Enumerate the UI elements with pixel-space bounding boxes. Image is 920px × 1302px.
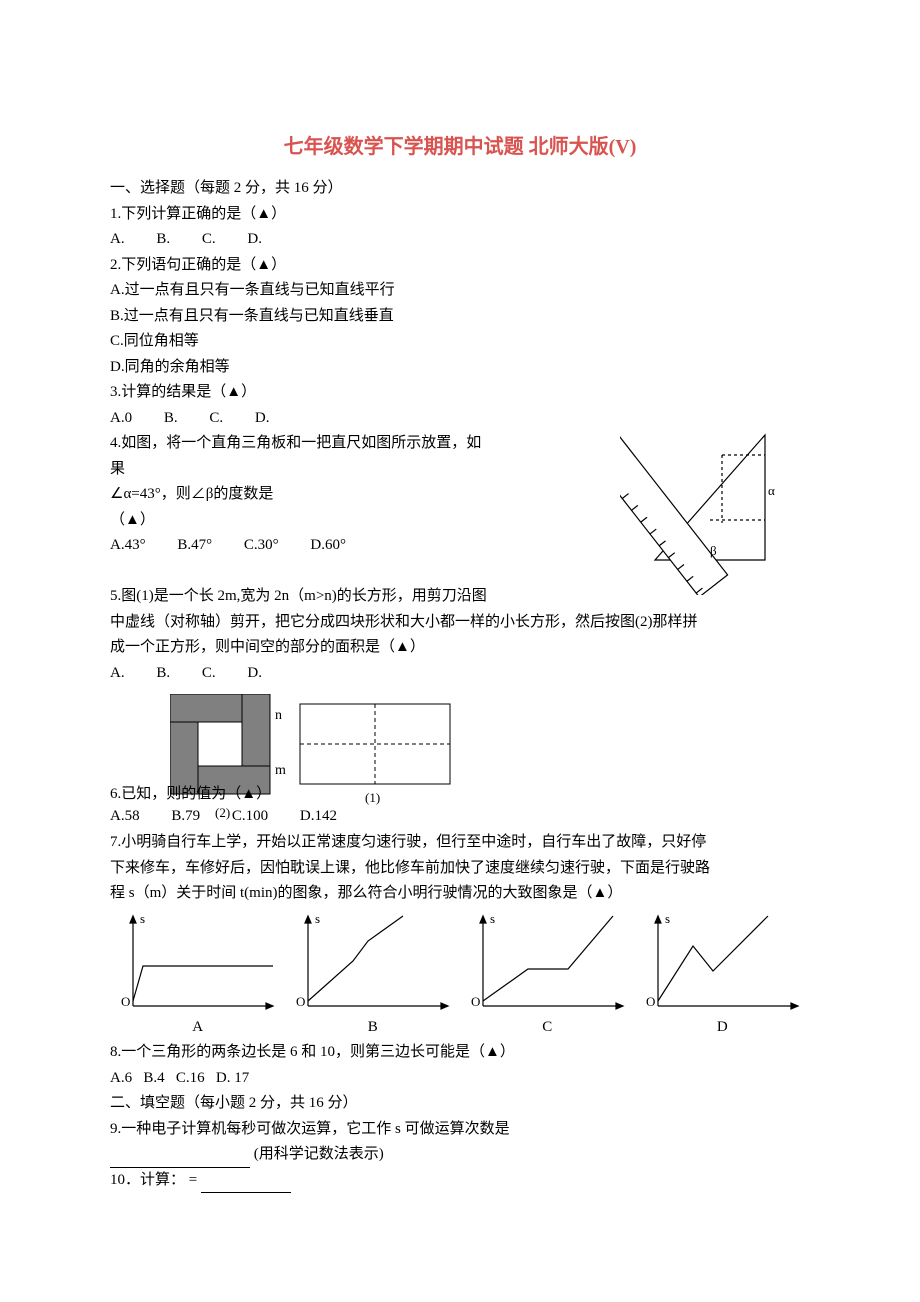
svg-text:t: t (438, 1007, 442, 1011)
svg-text:O: O (471, 994, 480, 1009)
svg-text:O: O (296, 994, 305, 1009)
q6-opt-d: D.142 (300, 808, 337, 824)
section2-header: 二、填空题（每小题 2 分，共 16 分） (110, 1091, 810, 1117)
doc-title: 七年级数学下学期期中试题 北师大版(V) (110, 130, 810, 164)
q9-suffix: (用科学记数法表示) (254, 1146, 384, 1162)
q4-line2: 果 (110, 457, 610, 483)
q1-options: A. B. C. D. (110, 227, 810, 253)
svg-text:s: s (665, 911, 670, 926)
q10-prefix: 10．计算： = (110, 1172, 197, 1188)
fig2-label: (2) (215, 802, 230, 824)
q6-opt-a: A.58 (110, 808, 140, 824)
q8-opt-c: C.16 (176, 1070, 205, 1086)
q8-stem: 8.一个三角形的两条边长是 6 和 10，则第三边长可能是（▲） (110, 1040, 810, 1066)
q1-stem: 1.下列计算正确的是（▲） (110, 202, 810, 228)
q4-opt-a: A.43° (110, 537, 146, 553)
q7-chart-c: s O t (468, 911, 628, 1011)
q3-options: A.0 B. C. D. (110, 406, 610, 432)
svg-text:s: s (140, 911, 145, 926)
q5-opt-a: A. (110, 665, 125, 681)
q5-line1: 5.图(1)是一个长 2m,宽为 2n（m>n)的长方形，用剪刀沿图 (110, 584, 610, 610)
q7-chart-a: s O t (118, 911, 278, 1011)
q4-figure: α β (610, 380, 810, 610)
q4-options: A.43° B.47° C.30° D.60° (110, 533, 610, 559)
q1-opt-c: C. (202, 231, 216, 247)
q5-opt-b: B. (156, 665, 170, 681)
q8-opt-a: A.6 (110, 1070, 132, 1086)
q5-opt-c: C. (202, 665, 216, 681)
q1-opt-d: D. (247, 231, 262, 247)
q4-opt-d: D.60° (310, 537, 346, 553)
q3-opt-b: B. (164, 410, 178, 426)
q6-opt-b: B.79 (171, 808, 200, 824)
q7-line1: 7.小明骑自行车上学，开始以正常速度匀速行驶，但行至中途时，自行车出了故障，只好… (110, 830, 810, 856)
q2-opt-c: C.同位角相等 (110, 329, 810, 355)
q1-opt-a: A. (110, 231, 125, 247)
q5-options: A. B. C. D. (110, 661, 810, 687)
svg-text:O: O (121, 994, 130, 1009)
q4-opt-b: B.47° (177, 537, 212, 553)
q5-line2: 中虚线（对称轴）剪开，把它分成四块形状和大小都一样的小长方形，然后按图(2)那样… (110, 610, 810, 636)
q6-opt-c: C.100 (232, 808, 268, 824)
q10-blank (201, 1178, 291, 1193)
svg-text:s: s (315, 911, 320, 926)
q2-opt-a: A.过一点有且只有一条直线与已知直线平行 (110, 278, 810, 304)
q8-options: A.6 B.4 C.16 D. 17 (110, 1066, 810, 1092)
q5-line3: 成一个正方形，则中间空的部分的面积是（▲） (110, 635, 810, 661)
q3-opt-c: C. (209, 410, 223, 426)
n-label: n (275, 708, 282, 723)
alpha-label: α (768, 483, 775, 498)
q4-line1: 4.如图，将一个直角三角板和一把直尺如图所示放置，如 (110, 431, 610, 457)
q10-line: 10．计算： = (110, 1168, 810, 1194)
q2-stem: 2.下列语句正确的是（▲） (110, 253, 810, 279)
fig1-label: (1) (365, 790, 380, 805)
q3-opt-a: A.0 (110, 410, 132, 426)
q6-options: A.58 B.79 (2) C.100 D.142 (110, 804, 365, 830)
section1-header: 一、选择题（每题 2 分，共 16 分） (110, 176, 810, 202)
q9-line1: 9.一种电子计算机每秒可做次运算，它工作 s 可做运算次数是 (110, 1117, 810, 1143)
q3-stem: 3.计算的结果是（▲） (110, 380, 610, 406)
q7-chart-d: s O t (643, 911, 803, 1011)
svg-text:t: t (613, 1007, 617, 1011)
q2-opt-d: D.同角的余角相等 (110, 355, 810, 381)
q2-opt-b: B.过一点有且只有一条直线与已知直线垂直 (110, 304, 810, 330)
q7-line3: 程 s（m）关于时间 t(min)的图象，那么符合小明行驶情况的大致图象是（▲） (110, 881, 810, 907)
q7-chart-b: s O t (293, 911, 453, 1011)
q4-line3: ∠α=43°，则∠β的度数是 (110, 482, 610, 508)
m-label: m (275, 763, 286, 778)
q7-label-a: A (192, 1015, 203, 1041)
q8-opt-d: D. 17 (216, 1070, 249, 1086)
q1-opt-b: B. (156, 231, 170, 247)
q7-chart-labels: A B C D (110, 1015, 810, 1041)
svg-text:t: t (263, 1007, 267, 1011)
q3-opt-d: D. (255, 410, 270, 426)
q4-opt-c: C.30° (244, 537, 279, 553)
q9-line2: (用科学记数法表示) (110, 1142, 810, 1168)
svg-text:t: t (788, 1007, 792, 1011)
q7-label-c: C (542, 1015, 552, 1041)
beta-label: β (710, 543, 717, 558)
svg-text:s: s (490, 911, 495, 926)
q7-charts: s O t s O t s O t s O t (110, 911, 810, 1011)
q5-opt-d: D. (247, 665, 262, 681)
q7-line2: 下来修车，车修好后，因怕耽误上课，他比修车前加快了速度继续匀速行驶，下面是行驶路 (110, 856, 810, 882)
q7-label-d: D (717, 1015, 728, 1041)
q4-line4: （▲） (110, 508, 610, 534)
q9-blank (110, 1153, 250, 1168)
q8-opt-b: B.4 (143, 1070, 164, 1086)
svg-text:O: O (646, 994, 655, 1009)
q7-label-b: B (368, 1015, 378, 1041)
